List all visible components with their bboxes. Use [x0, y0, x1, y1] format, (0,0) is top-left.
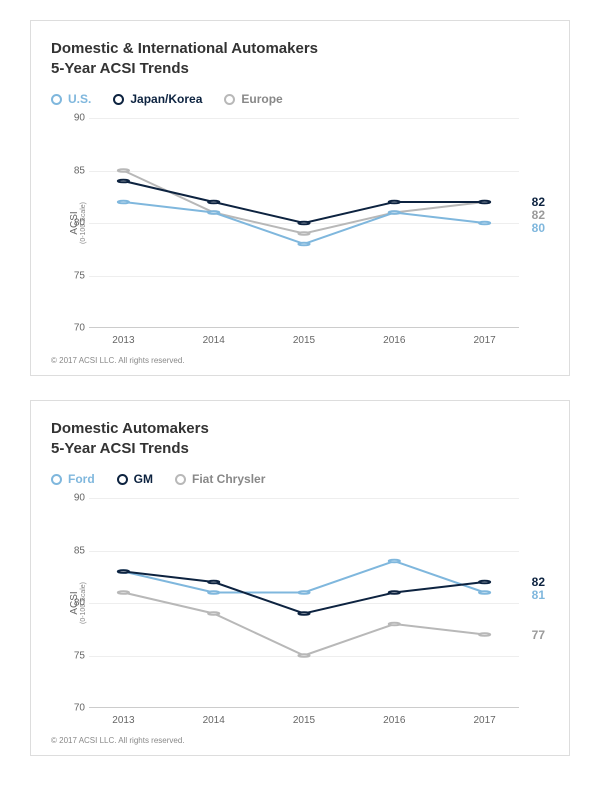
- legend-marker-icon: [51, 94, 62, 105]
- y-tick-label: 80: [65, 218, 85, 229]
- series-end-label: 82: [532, 575, 545, 589]
- series-end-label: 77: [532, 628, 545, 642]
- series-end-label: 82: [532, 208, 545, 222]
- series-marker: [389, 560, 400, 563]
- legend-marker-icon: [51, 474, 62, 485]
- x-tick-label: 2016: [383, 335, 405, 346]
- y-tick-label: 90: [65, 113, 85, 124]
- series-marker: [479, 222, 490, 225]
- legend-label: Europe: [241, 92, 282, 106]
- series-marker: [118, 169, 129, 172]
- chart-title: Domestic & International Automakers5-Yea…: [51, 39, 549, 78]
- plot-area: ACSI(0-100 Scale)70758085902013201420152…: [89, 118, 519, 328]
- y-tick-label: 80: [65, 598, 85, 609]
- series-end-label: 82: [532, 195, 545, 209]
- chart-card: Domestic & International Automakers5-Yea…: [30, 20, 570, 376]
- legend-marker-icon: [224, 94, 235, 105]
- x-tick-label: 2015: [293, 335, 315, 346]
- y-tick-label: 75: [65, 650, 85, 661]
- y-tick-label: 70: [65, 703, 85, 714]
- series-marker: [118, 570, 129, 573]
- series-marker: [118, 591, 129, 594]
- series-marker: [298, 591, 309, 594]
- series-marker: [208, 581, 219, 584]
- x-tick-label: 2017: [473, 715, 495, 726]
- series-marker: [298, 654, 309, 657]
- series-marker: [479, 591, 490, 594]
- legend-marker-icon: [175, 474, 186, 485]
- series-marker: [208, 201, 219, 204]
- chart-title-line1: Domestic & International Automakers: [51, 39, 549, 59]
- series-marker: [389, 201, 400, 204]
- x-tick-label: 2013: [112, 715, 134, 726]
- legend-item: Ford: [51, 472, 95, 486]
- legend-label: Ford: [68, 472, 95, 486]
- legend-item: U.S.: [51, 92, 91, 106]
- series-marker: [479, 633, 490, 636]
- legend-marker-icon: [113, 94, 124, 105]
- series-marker: [208, 591, 219, 594]
- x-tick-label: 2016: [383, 715, 405, 726]
- series-marker: [118, 180, 129, 183]
- series-end-label: 80: [532, 221, 545, 235]
- chart-card: Domestic Automakers5-Year ACSI Trends For…: [30, 400, 570, 756]
- legend-marker-icon: [117, 474, 128, 485]
- legend-label: Fiat Chrysler: [192, 472, 265, 486]
- chart-svg: [89, 118, 519, 328]
- legend-label: U.S.: [68, 92, 91, 106]
- series-line: [123, 593, 484, 656]
- series-marker: [298, 243, 309, 246]
- legend-item: Fiat Chrysler: [175, 472, 265, 486]
- legend-item: Europe: [224, 92, 282, 106]
- series-marker: [389, 623, 400, 626]
- series-marker: [389, 591, 400, 594]
- series-marker: [298, 232, 309, 235]
- y-tick-label: 85: [65, 165, 85, 176]
- legend-item: GM: [117, 472, 153, 486]
- copyright-text: © 2017 ACSI LLC. All rights reserved.: [51, 356, 549, 365]
- series-marker: [479, 201, 490, 204]
- series-marker: [208, 211, 219, 214]
- series-end-label: 81: [532, 588, 545, 602]
- x-tick-label: 2017: [473, 335, 495, 346]
- x-tick-label: 2015: [293, 715, 315, 726]
- legend-item: Japan/Korea: [113, 92, 202, 106]
- series-marker: [479, 581, 490, 584]
- plot-area: ACSI(0-100 Scale)70758085902013201420152…: [89, 498, 519, 708]
- legend-label: GM: [134, 472, 153, 486]
- chart-legend: U.S. Japan/Korea Europe: [51, 92, 549, 106]
- y-tick-label: 75: [65, 270, 85, 281]
- chart-title-line2: 5-Year ACSI Trends: [51, 59, 549, 79]
- legend-label: Japan/Korea: [130, 92, 202, 106]
- series-marker: [389, 211, 400, 214]
- chart-svg: [89, 498, 519, 708]
- series-marker: [298, 612, 309, 615]
- copyright-text: © 2017 ACSI LLC. All rights reserved.: [51, 736, 549, 745]
- chart-legend: Ford GM Fiat Chrysler: [51, 472, 549, 486]
- series-marker: [298, 222, 309, 225]
- x-tick-label: 2013: [112, 335, 134, 346]
- y-tick-label: 90: [65, 493, 85, 504]
- chart-title-line1: Domestic Automakers: [51, 419, 549, 439]
- y-tick-label: 70: [65, 323, 85, 334]
- x-tick-label: 2014: [203, 715, 225, 726]
- x-tick-label: 2014: [203, 335, 225, 346]
- series-marker: [118, 201, 129, 204]
- series-marker: [208, 612, 219, 615]
- chart-title: Domestic Automakers5-Year ACSI Trends: [51, 419, 549, 458]
- chart-title-line2: 5-Year ACSI Trends: [51, 439, 549, 459]
- y-tick-label: 85: [65, 545, 85, 556]
